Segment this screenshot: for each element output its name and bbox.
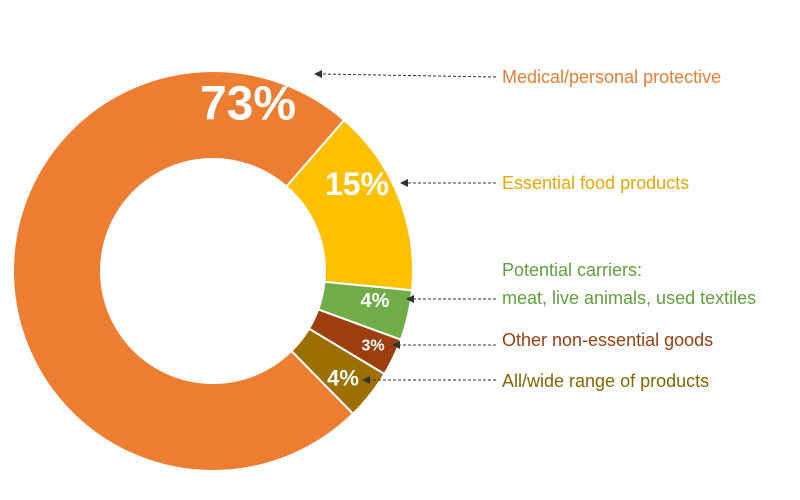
arrowhead-icon [400,179,408,187]
arrowhead-icon [362,376,370,384]
donut-slice [290,327,386,416]
category-label: Potential carriers: [502,260,642,280]
percent-labels: 73%15%4%3%4% [200,78,390,391]
arrowhead-icon [314,70,322,78]
slice-percent-label: 15% [325,166,389,202]
category-label: meat, live animals, used textiles [502,288,756,308]
arrowhead-icon [406,295,414,303]
category-label: Medical/personal protective [502,67,721,87]
leader-lines [314,70,497,384]
category-label: Essential food products [502,173,689,193]
donut-slice [12,70,355,472]
donut-slices [12,70,414,472]
category-label: Other non-essential goods [502,330,713,350]
slice-percent-label: 4% [361,290,390,312]
slice-percent-label: 73% [200,78,296,131]
slice-percent-label: 4% [327,366,359,391]
arrowhead-icon [392,341,400,349]
slice-percent-label: 3% [361,338,384,355]
category-label: All/wide range of products [502,371,709,391]
category-labels: Medical/personal protective Essential foo… [502,67,756,391]
leader-line [319,73,497,78]
